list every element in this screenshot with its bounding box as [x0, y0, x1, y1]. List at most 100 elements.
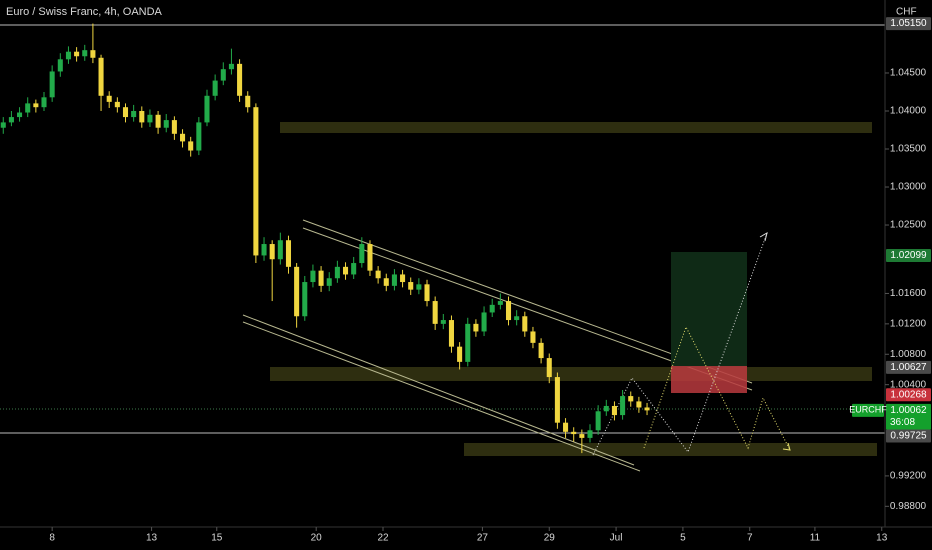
candle-body [228, 63, 234, 70]
candle-body [318, 270, 324, 286]
price-tag: 1.02099 [886, 249, 931, 263]
x-tick-label: 11 [810, 533, 821, 544]
price-tag-label: 1.02099 [890, 250, 927, 261]
y-tick-label: 1.03500 [890, 144, 927, 155]
y-tick-label: 0.98800 [890, 501, 927, 512]
y-tick-label: 1.04000 [890, 106, 927, 117]
candle-body [383, 278, 389, 286]
price-tag-label: 1.00268 [890, 389, 927, 400]
candle-body [261, 244, 267, 256]
candle-body [522, 316, 528, 332]
price-tag: 1.05150 [886, 17, 931, 31]
candle-body [546, 358, 552, 378]
candle-body [563, 422, 569, 432]
candle-body [90, 50, 96, 58]
price-tag: 1.00627 [886, 360, 931, 374]
candle-body [359, 244, 365, 264]
candle-body [285, 240, 292, 267]
long-stop-zone [671, 366, 747, 393]
candle-body [49, 71, 55, 98]
candle-body [432, 301, 438, 324]
y-tick-label: 1.01600 [890, 288, 927, 299]
chart-title: Euro / Swiss Franc, 4h, OANDA [6, 6, 163, 18]
candle-body [644, 407, 650, 411]
symbol-tag-box [852, 403, 884, 417]
y-tick-label: 1.04500 [890, 68, 927, 79]
candle-body [245, 95, 251, 108]
candle-body [514, 316, 520, 321]
price-tag-box [886, 388, 931, 402]
candle-body [342, 266, 349, 275]
x-tick-label: 20 [311, 533, 323, 544]
price-tag-box [886, 249, 931, 263]
x-tick-label: 13 [146, 533, 158, 544]
candle-body [367, 244, 373, 271]
price-tag-box [886, 360, 931, 374]
candle-body [204, 95, 210, 123]
candle-body [294, 266, 300, 317]
candle-body [416, 284, 422, 290]
candle-body [220, 69, 226, 81]
drawings [0, 24, 885, 472]
candle-body [122, 107, 129, 118]
candle-body [82, 50, 88, 57]
price-tag: 0.99725 [886, 429, 931, 443]
arrow-head [782, 442, 791, 451]
symbol-tag-label: EURCHF [849, 405, 887, 415]
candle-body [17, 112, 23, 118]
candle-body [74, 51, 80, 57]
projection-path [592, 232, 768, 456]
candle-body [41, 97, 47, 108]
candle-body [620, 396, 626, 416]
candle-body [334, 266, 340, 279]
x-tick-label: 27 [477, 533, 489, 544]
candle-body [139, 110, 145, 123]
candle-body [505, 301, 512, 321]
price-tag-box [886, 429, 931, 443]
candle-body [587, 430, 593, 438]
candle-body [448, 320, 454, 347]
resistance-zone [270, 367, 872, 381]
candle-body [114, 101, 120, 108]
candle-body [277, 240, 283, 260]
candle-body [457, 346, 463, 362]
candle-body [25, 103, 31, 113]
candle-body [188, 141, 194, 151]
price-tag-label: 1.05150 [890, 18, 927, 29]
candle-body [196, 122, 202, 151]
candle-body [131, 110, 137, 118]
projection-path [643, 325, 791, 451]
candle-body [400, 274, 406, 283]
candle-body [424, 284, 430, 302]
candle-body [579, 434, 585, 438]
x-tick-label: 13 [876, 533, 888, 544]
x-tick-label: 5 [680, 533, 686, 544]
channel-line [242, 321, 641, 472]
candle-body [180, 133, 186, 142]
candle-body [0, 122, 6, 128]
candle-body [8, 117, 14, 123]
candle-body [603, 405, 609, 412]
candle-body [554, 377, 560, 423]
price-tag-label: 0.99725 [890, 431, 927, 442]
candle-body [106, 95, 112, 102]
candle-body [375, 270, 381, 279]
candle-body [253, 107, 259, 256]
candle-body [57, 59, 63, 72]
candle-body [481, 312, 487, 332]
candle-body [636, 401, 642, 408]
candle-body [155, 114, 161, 128]
candle-body [302, 282, 308, 317]
arrow-head [759, 231, 768, 242]
candle-body [326, 278, 332, 286]
x-tick-label: 29 [544, 533, 556, 544]
candles [0, 23, 650, 454]
candle-body [212, 80, 218, 96]
candle-body [530, 331, 536, 343]
candle-body [351, 263, 357, 275]
x-tick-label: Jul [610, 533, 623, 544]
price-tag: 1.00268 [886, 388, 931, 402]
